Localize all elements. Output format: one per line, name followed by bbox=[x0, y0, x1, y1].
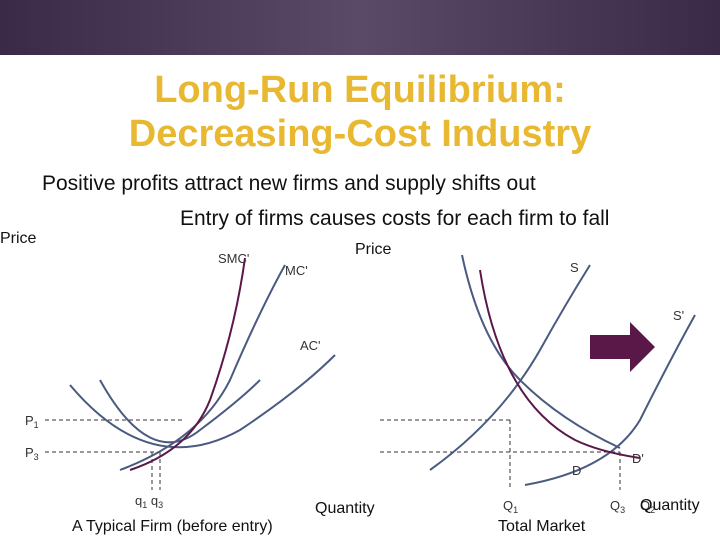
x-label: Quantity bbox=[315, 500, 375, 517]
title: Decreasing-Cost Industry bbox=[129, 113, 591, 155]
price-label: P3 bbox=[25, 445, 39, 462]
caption: Total Market bbox=[498, 518, 586, 535]
supply bbox=[429, 264, 591, 471]
quantity-label: q1 q3 bbox=[135, 493, 163, 510]
bullet: Entry of firms causes costs for each fir… bbox=[180, 207, 609, 230]
y-label: Price bbox=[0, 230, 37, 247]
demand bbox=[479, 269, 641, 459]
curve bbox=[69, 354, 336, 449]
shift-arrow bbox=[590, 322, 655, 372]
caption: A Typical Firm (before entry) bbox=[72, 518, 273, 535]
bullet: Positive profits attract new firms and s… bbox=[42, 172, 536, 195]
x-label: Quantity bbox=[640, 497, 700, 514]
price-label: P1 bbox=[25, 413, 39, 430]
curve-label: S bbox=[570, 260, 579, 275]
curve-label: D' bbox=[632, 451, 644, 466]
quantity-label: Q3 bbox=[610, 498, 625, 515]
curve bbox=[129, 257, 246, 471]
curve bbox=[99, 379, 261, 444]
demand bbox=[461, 254, 621, 449]
supply bbox=[524, 314, 696, 486]
curve-label: S' bbox=[673, 308, 684, 323]
title: Long-Run Equilibrium: bbox=[154, 69, 566, 111]
quantity-label: Q1 bbox=[503, 498, 518, 515]
quantity-label: Q2 bbox=[640, 498, 655, 515]
curve bbox=[119, 264, 286, 471]
curve-label: SMC' bbox=[218, 251, 249, 266]
curve-label: MC' bbox=[285, 263, 308, 278]
curve-label: D bbox=[572, 463, 581, 478]
curve-label: AC' bbox=[300, 338, 321, 353]
y-label: Price bbox=[355, 241, 392, 258]
header-band bbox=[0, 0, 720, 55]
